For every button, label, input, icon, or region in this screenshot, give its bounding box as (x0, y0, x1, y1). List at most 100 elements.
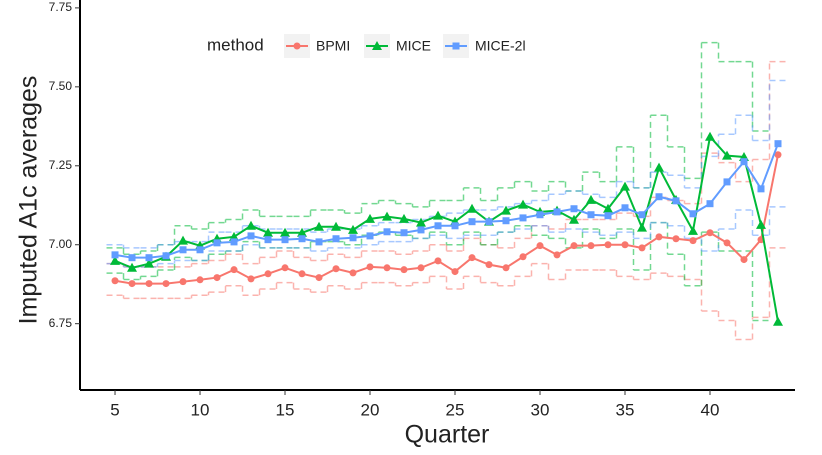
marker (372, 41, 382, 50)
legend-title: method (207, 35, 264, 54)
marker (501, 205, 512, 215)
marker (518, 199, 529, 209)
marker (383, 228, 391, 236)
marker (722, 150, 733, 160)
marker (536, 242, 544, 250)
marker (417, 226, 425, 234)
marker (773, 316, 784, 326)
marker (162, 252, 170, 260)
marker (434, 257, 442, 265)
marker (111, 277, 119, 285)
marker (604, 212, 612, 220)
marker (366, 232, 374, 240)
marker (332, 235, 340, 243)
marker (774, 140, 782, 148)
x-tick-label: 35 (616, 400, 635, 419)
marker (382, 211, 393, 221)
marker (179, 246, 187, 254)
marker (213, 274, 221, 282)
marker (451, 268, 459, 276)
marker (451, 222, 459, 230)
marker (280, 227, 291, 237)
marker (110, 255, 121, 265)
marker (349, 269, 357, 277)
marker (688, 225, 699, 235)
marker (144, 258, 155, 268)
marker (213, 239, 221, 247)
marker (162, 280, 170, 288)
marker (315, 274, 323, 282)
marker (570, 205, 578, 213)
marker (569, 214, 580, 224)
marker (433, 210, 444, 220)
marker (145, 254, 153, 262)
marker (111, 251, 119, 259)
marker (416, 217, 427, 227)
marker (400, 229, 408, 237)
marker (536, 211, 544, 219)
marker (348, 224, 359, 234)
marker (452, 42, 460, 50)
marker (128, 280, 136, 288)
marker (638, 244, 646, 252)
legend-label: BPMI (316, 38, 350, 54)
y-tick-label: 6.75 (49, 316, 73, 330)
y-tick-label: 7.75 (49, 0, 73, 14)
x-tick-label: 30 (531, 400, 550, 419)
marker (365, 213, 376, 223)
series-line (114, 143, 779, 259)
marker (230, 266, 238, 274)
marker (689, 237, 697, 245)
marker (502, 217, 510, 225)
marker (230, 238, 238, 246)
y-tick-label: 7.25 (49, 158, 73, 172)
marker (468, 254, 476, 262)
marker (293, 42, 301, 50)
marker (655, 193, 663, 201)
marker (621, 204, 629, 212)
x-tick-label: 20 (361, 400, 380, 419)
marker (315, 238, 323, 246)
series-line (114, 134, 779, 322)
marker (587, 211, 595, 219)
marker (467, 203, 478, 213)
marker (196, 246, 204, 254)
marker (586, 194, 597, 204)
marker (756, 219, 767, 229)
x-tick-label: 40 (701, 400, 720, 419)
x-tick-label: 15 (276, 400, 295, 419)
marker (332, 265, 340, 273)
marker (196, 276, 204, 284)
marker (655, 233, 663, 241)
marker (706, 200, 714, 208)
marker (128, 254, 136, 262)
marker (637, 222, 648, 232)
x-tick-label: 5 (110, 400, 119, 419)
marker (281, 236, 289, 244)
marker (723, 239, 731, 247)
marker (366, 263, 374, 271)
x-tick-label: 25 (446, 400, 465, 419)
marker (178, 235, 189, 245)
y-axis-title: Imputed A1c averages (15, 76, 43, 325)
marker (298, 235, 306, 243)
marker (400, 266, 408, 274)
marker (705, 131, 716, 141)
marker (553, 208, 561, 216)
marker (603, 203, 614, 213)
marker (570, 242, 578, 250)
marker (740, 158, 748, 166)
marker (417, 264, 425, 272)
marker (621, 241, 629, 249)
marker (246, 220, 257, 230)
marker (468, 218, 476, 226)
marker (297, 227, 308, 237)
marker (263, 227, 274, 237)
marker (485, 218, 493, 226)
legend-label: MICE-2l (475, 38, 526, 54)
marker (604, 241, 612, 249)
marker (519, 253, 527, 261)
marker (383, 264, 391, 272)
marker (264, 270, 272, 278)
